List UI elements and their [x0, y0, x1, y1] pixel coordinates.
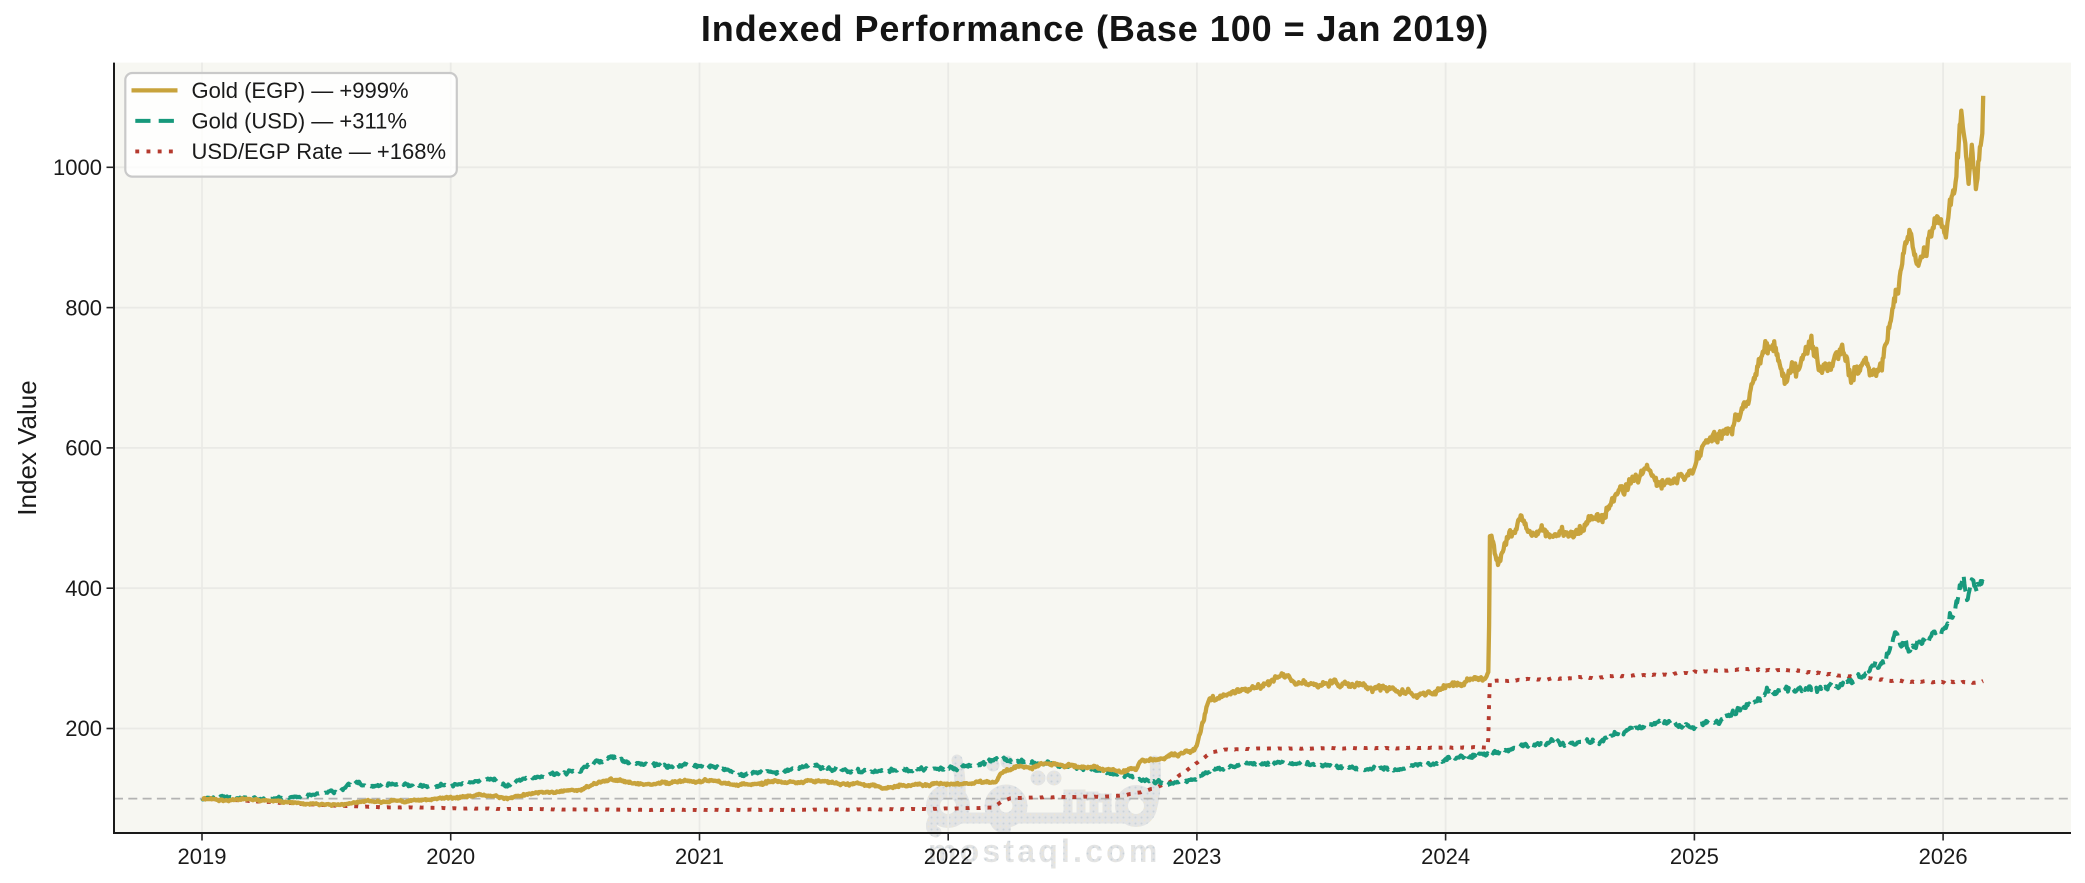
svg-text:Index Value: Index Value — [12, 380, 42, 515]
svg-text:2026: 2026 — [1919, 844, 1968, 869]
svg-text:2025: 2025 — [1670, 844, 1719, 869]
svg-text:400: 400 — [65, 576, 102, 601]
svg-text:2022: 2022 — [924, 844, 973, 869]
svg-text:1000: 1000 — [53, 155, 102, 180]
svg-text:Indexed Performance (Base 100: Indexed Performance (Base 100 = Jan 2019… — [701, 8, 1489, 49]
svg-text:2019: 2019 — [178, 844, 227, 869]
svg-text:USD/EGP Rate — +168%: USD/EGP Rate — +168% — [192, 139, 447, 164]
svg-text:800: 800 — [65, 295, 102, 320]
svg-text:2021: 2021 — [675, 844, 724, 869]
svg-text:2020: 2020 — [426, 844, 475, 869]
svg-text:200: 200 — [65, 716, 102, 741]
svg-text:mostaql.com: mostaql.com — [928, 833, 1161, 869]
svg-text:2024: 2024 — [1421, 844, 1470, 869]
svg-text:600: 600 — [65, 436, 102, 461]
svg-text:Gold (EGP) — +999%: Gold (EGP) — +999% — [192, 78, 409, 103]
svg-text:Gold (USD) — +311%: Gold (USD) — +311% — [192, 109, 407, 134]
svg-text:2023: 2023 — [1172, 844, 1221, 869]
